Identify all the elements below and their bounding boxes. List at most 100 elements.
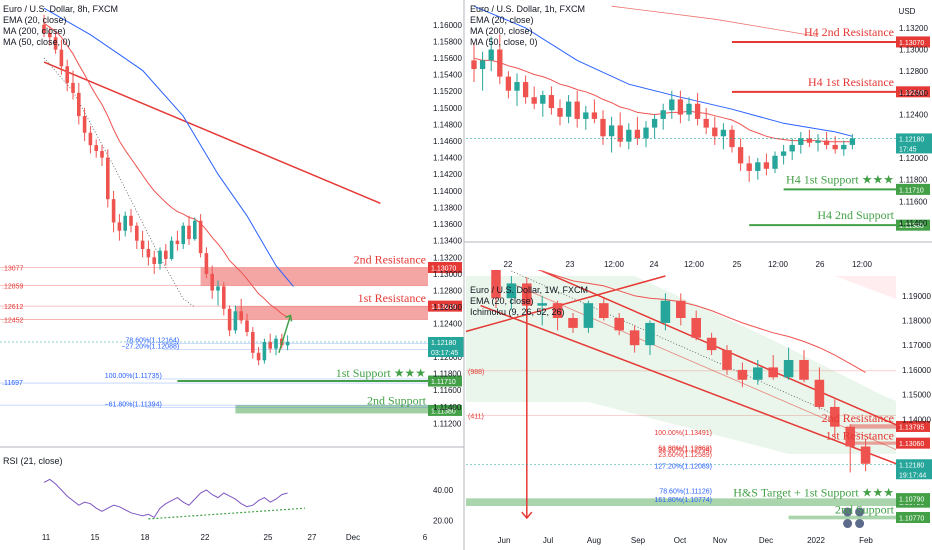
h1-candle (540, 95, 546, 104)
fib-label: 61.80%(1.12868) (658, 445, 712, 452)
price-tick-label: 1.15800 (433, 37, 462, 46)
legend-entry: EMA (20, close) (470, 15, 534, 25)
chart-panel-1w: 2nd Resistance 1.13795 1st Resistance 1.130… (466, 270, 932, 545)
time-axis-label: 2022 (807, 536, 825, 545)
h1-candle (780, 151, 787, 156)
projection-arrow-head (285, 314, 293, 322)
h8-candle (251, 332, 255, 353)
price-tick-label: 1.12400 (899, 111, 928, 120)
price-tick-label: 1.14800 (433, 120, 462, 129)
h8-candle (158, 250, 162, 264)
price-tick-label: 1.13600 (433, 220, 462, 229)
h1-candle (686, 103, 692, 115)
h1-candle (669, 99, 675, 111)
zone-label: 1st Resistance (358, 291, 426, 305)
h1-candle (720, 129, 727, 137)
h8-candle (135, 225, 139, 241)
support-label: H4 2nd Support (817, 208, 894, 222)
price-tick-label: 1.17000 (902, 341, 931, 350)
price-tag-box (428, 300, 462, 312)
trendline (43, 61, 381, 204)
price-tag: 1.13795 (899, 424, 924, 431)
time-axis-label: 12:00 (684, 260, 705, 269)
w1-candle (845, 426, 855, 447)
h1-candle (522, 82, 529, 98)
time-axis-label: 27 (308, 533, 317, 542)
h8-candle (140, 240, 145, 249)
w1-candle (676, 300, 686, 318)
upper-trendline (466, 275, 666, 333)
time-axis-label: Dec (346, 533, 360, 542)
w1-candle (691, 318, 701, 338)
zone-label: 1st Resistance (826, 429, 894, 443)
w1-candle (860, 446, 871, 464)
h1-candle (514, 82, 520, 91)
resistance-label: H4 2nd Resistance (804, 25, 894, 39)
legend-entry: MA (50, close, 0) (3, 37, 71, 47)
time-axis-label: 12:00 (852, 260, 873, 269)
h1-candle (746, 163, 752, 171)
projection-arrow (278, 315, 292, 354)
current-price-tag-box (896, 133, 932, 154)
time-axis-label: 26 (816, 260, 825, 269)
panel-title: Euro / U.S. Dollar, 8h, FXCM (3, 4, 118, 14)
event-icon (855, 519, 865, 529)
w1-candle (814, 379, 825, 407)
rsi-tick-label: 40.00 (433, 486, 454, 495)
channel-mid-line (511, 283, 896, 451)
h1-candle (737, 147, 744, 164)
time-axis-label: 12:00 (768, 260, 789, 269)
h8-candle (100, 150, 104, 158)
h1-candle (591, 112, 598, 119)
w1-candle (660, 300, 671, 323)
h8-candle (71, 82, 75, 93)
time-axis-label: 24 (650, 260, 659, 269)
w1-candle (830, 406, 840, 427)
current-price-tag: 1.12180 (899, 136, 924, 143)
current-price-tag-timer: 17:45 (899, 146, 917, 153)
zone-label: 2nd Support (835, 503, 895, 517)
price-tag-box (428, 262, 462, 274)
legend-entry: MA (200, close) (3, 26, 66, 36)
price-tag: 1.13060 (899, 441, 924, 448)
time-axis-label: Feb (859, 536, 873, 545)
time-axis-label: 15 (91, 533, 100, 542)
h1-candle (643, 127, 649, 139)
legend-entry: EMA (20, close) (3, 15, 67, 25)
h8-candle (53, 37, 58, 50)
h8-candle (274, 338, 278, 349)
h1-candle (712, 127, 718, 137)
price-tick-label: 1.14000 (433, 187, 462, 196)
time-axis-label: 23 (566, 260, 575, 269)
fib-label: 100.00%(1.11735) (105, 373, 162, 380)
zone-label: 2nd Resistance (354, 253, 426, 267)
panel-title: Euro / U.S. Dollar, 1h, FXCM (470, 4, 585, 14)
w1-candle (737, 369, 748, 380)
dotted-trendline (511, 270, 835, 415)
time-axis-label: 25 (264, 533, 273, 542)
h8-candle (239, 311, 243, 321)
time-axis-label: Sep (631, 536, 646, 545)
price-tick-label: 1.13400 (433, 237, 462, 246)
h8-candle (216, 286, 220, 291)
price-tag-box (896, 512, 930, 523)
price-tag: 1.11710 (899, 187, 924, 194)
h8-candle (48, 33, 52, 38)
h8-candle (285, 342, 290, 346)
left-level-label: (411) (468, 413, 484, 420)
legend-entry: MA (200, close) (470, 26, 533, 36)
rsi-tick-label: 20.00 (433, 516, 454, 525)
fib-label: 38.20%(1.12794) (658, 447, 712, 454)
rsi-legend: RSI (21, close) (3, 456, 63, 466)
zone-left-label: .12452 (2, 317, 24, 324)
time-axis-label: Aug (587, 536, 601, 545)
rsi-divergence-line (148, 507, 306, 520)
w1-candle (722, 350, 732, 370)
legend-entry: EMA (20, close) (470, 296, 534, 306)
h8-candle (111, 199, 116, 223)
h8-candle (233, 311, 238, 331)
current-price-tag-timer: 03:17:45 (431, 350, 458, 357)
price-tick-label: 1.15400 (433, 71, 462, 80)
